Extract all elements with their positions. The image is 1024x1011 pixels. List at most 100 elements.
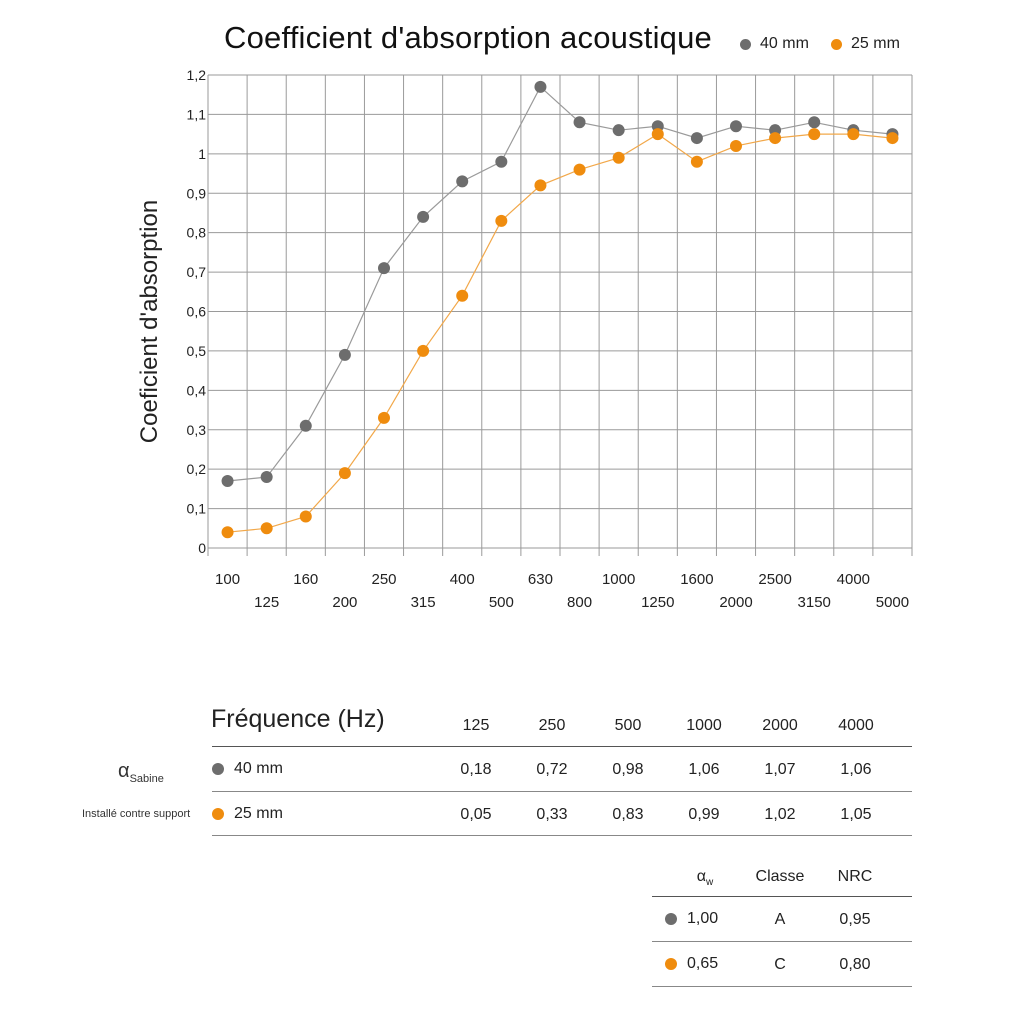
summary-header-divider: [652, 896, 912, 897]
data-point: [456, 175, 469, 188]
table-cell: 0,98: [612, 761, 644, 778]
data-point: [378, 262, 390, 275]
x-tick-label: 2500: [758, 571, 791, 588]
x-tick-label: 630: [528, 571, 553, 588]
table-cell: 0,33: [536, 806, 568, 823]
y-tick-label: 0,3: [187, 422, 207, 438]
series-line: [227, 85, 893, 482]
summary-nrc-value: 0,95: [839, 911, 871, 928]
legend-item-25mm: 25 mm: [831, 35, 900, 53]
data-point: [690, 132, 703, 145]
row-label-text: 40 mm: [234, 760, 283, 777]
table-freq-header: 250: [538, 717, 566, 734]
data-point: [808, 116, 821, 129]
legend-dot-icon-40mm: [740, 38, 751, 50]
data-point: [847, 128, 860, 141]
x-tick-label: 315: [411, 594, 436, 611]
data-point: [769, 132, 782, 145]
summary-row-divider: [652, 941, 912, 942]
x-tick-label: 1000: [602, 571, 635, 588]
x-tick-label: 250: [371, 571, 396, 588]
table-cell: 1,06: [688, 761, 720, 778]
alpha-sabine-label: αSabine: [118, 760, 164, 785]
series-line: [227, 133, 893, 533]
summary-classe-value: C: [774, 956, 786, 973]
table-cell: 1,05: [840, 806, 872, 823]
table-cell: 0,99: [688, 806, 720, 823]
y-tick-label: 0,1: [187, 501, 207, 517]
summary-row-40mm: 1,00: [665, 910, 718, 928]
x-tick-label: 4000: [837, 571, 870, 588]
aw-symbol: α: [696, 868, 706, 885]
alpha-symbol: α: [118, 760, 130, 782]
data-point: [495, 155, 508, 168]
legend-label-25mm: 25 mm: [851, 35, 900, 52]
table-freq-header: 2000: [762, 717, 798, 734]
legend-label-40mm: 40 mm: [760, 35, 809, 52]
y-tick-label: 0,8: [187, 225, 207, 241]
table-cell: 0,18: [460, 761, 492, 778]
alpha-subscript: Sabine: [129, 773, 164, 785]
data-point: [456, 289, 469, 302]
row-dot-icon-25mm: [212, 808, 224, 820]
x-tick-label: 2000: [719, 594, 752, 611]
data-point: [417, 344, 430, 357]
table-cell: 0,05: [460, 806, 492, 823]
row-label-text: 25 mm: [234, 805, 283, 822]
data-point: [730, 139, 742, 152]
data-point: [221, 474, 234, 487]
table-bottom-divider: [212, 835, 912, 836]
y-tick-label: 1,2: [187, 67, 207, 83]
legend-dot-icon-25mm: [831, 38, 842, 50]
table-cell: 1,02: [764, 806, 796, 823]
data-point: [260, 522, 273, 535]
data-point: [221, 526, 234, 539]
x-tick-label: 125: [254, 594, 279, 611]
table-freq-header: 1000: [686, 717, 722, 734]
summary-bottom-divider: [652, 986, 912, 987]
summary-dot-icon-25mm: [665, 958, 677, 970]
legend-item-40mm: 40 mm: [740, 35, 809, 53]
summary-row-25mm: 0,65: [665, 955, 718, 973]
y-tick-label: 1: [198, 146, 206, 162]
x-tick-label: 100: [215, 571, 240, 588]
data-point: [260, 471, 273, 484]
row-dot-icon-40mm: [212, 763, 224, 775]
summary-dot-icon-40mm: [665, 913, 677, 925]
data-point: [534, 179, 547, 192]
data-point: [573, 116, 586, 129]
data-point: [573, 163, 586, 176]
table-cell: 1,07: [764, 761, 796, 778]
absorption-chart: 0 0,1 0,2 0,3 0,4 0,5 0,6 0,7 0,8 0,9 1 1,1 1,2 100 12…: [136, 67, 913, 611]
y-axis-label: Coeficient d'absorption: [136, 200, 163, 443]
x-tick-label: 500: [489, 594, 514, 611]
summary-aw-value: 0,65: [687, 955, 719, 972]
data-point: [378, 411, 390, 424]
data-point: [886, 132, 899, 145]
table-cell: 0,83: [612, 806, 644, 823]
x-tick-label: 200: [332, 594, 357, 611]
table-row-label-25mm: 25 mm: [212, 805, 283, 823]
y-tick-label: 0,9: [187, 185, 207, 201]
aw-subscript: w: [706, 877, 714, 889]
y-tick-label: 0,6: [187, 304, 207, 320]
x-tick-label: 3150: [798, 594, 831, 611]
summary-header-aw: αw: [680, 868, 730, 888]
data-point: [808, 128, 821, 141]
data-point: [651, 128, 664, 141]
table-freq-header: 500: [614, 717, 642, 734]
y-tick-label: 0,5: [187, 343, 207, 359]
y-tick-label: 0,4: [187, 382, 207, 398]
x-tick-label: 160: [293, 571, 318, 588]
summary-aw-value: 1,00: [687, 910, 719, 927]
data-point: [690, 155, 703, 168]
install-note: Installé contre support: [82, 808, 191, 820]
x-tick-label: 1250: [641, 594, 674, 611]
data-point: [338, 348, 351, 361]
data-point: [299, 419, 312, 432]
data-point: [534, 80, 547, 93]
table-freq-header: 125: [462, 717, 490, 734]
summary-header-nrc: NRC: [837, 868, 873, 885]
table-cell: 1,06: [840, 761, 872, 778]
table-row-divider: [212, 791, 912, 792]
